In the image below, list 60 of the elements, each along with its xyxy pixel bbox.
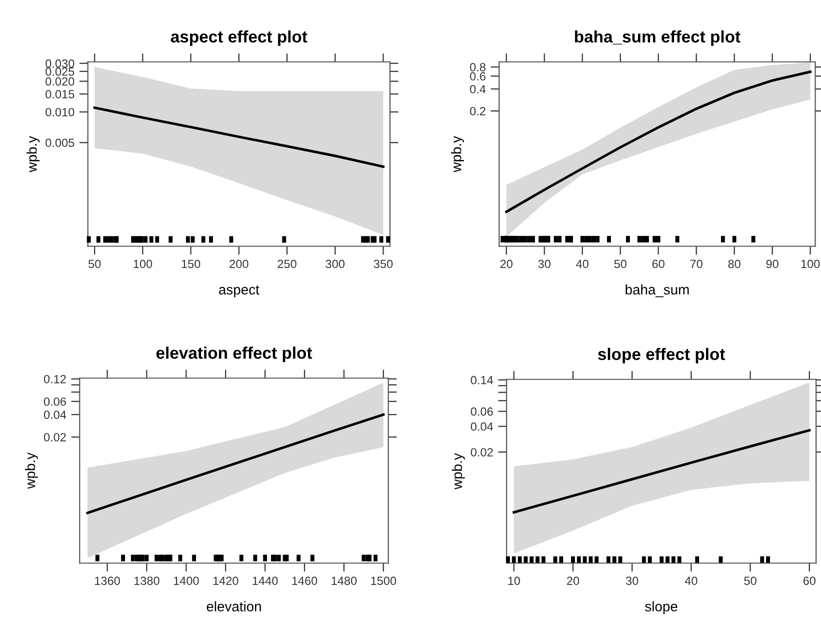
x-tick-label: 30 (626, 576, 638, 585)
y-tick-label: 0.02 (44, 433, 66, 442)
x-axis-title: baha_sum (626, 284, 689, 298)
y-tick-label: 0.04 (44, 410, 66, 419)
x-tick-label: 1360 (95, 576, 120, 585)
y-tick-label: 0.020 (46, 77, 74, 86)
x-tick-label: 1480 (332, 576, 357, 585)
y-axis-title: wpb.y (452, 453, 465, 490)
x-axis-title: slope (645, 601, 678, 614)
x-tick-label: 50 (614, 260, 626, 268)
y-tick-label: 0.06 (470, 407, 493, 416)
y-tick-label: 0.015 (46, 90, 74, 98)
x-tick-label: 1380 (134, 576, 160, 585)
x-axis-title: aspect (219, 285, 260, 298)
x-tick-label: 30 (538, 260, 550, 268)
y-tick-label: 0.02 (470, 448, 493, 456)
x-tick-label: 1440 (252, 576, 278, 585)
chart-title: baha_sum effect plot (574, 30, 740, 46)
x-axis-title: elevation (206, 601, 261, 612)
x-tick-label: 40 (576, 260, 588, 268)
y-tick-label: 0.8 (470, 63, 486, 72)
x-tick-label: 20 (567, 576, 580, 585)
y-tick-label: 0.4 (470, 84, 486, 94)
x-tick-label: 80 (728, 260, 740, 268)
y-tick-label: 0.04 (470, 422, 494, 431)
y-axis-title: wpb.y (26, 136, 40, 172)
x-tick-label: 1500 (371, 576, 396, 585)
y-tick-label: 0.2 (470, 106, 486, 116)
x-tick-label: 350 (374, 260, 393, 268)
x-tick-label: 300 (326, 260, 345, 268)
x-tick-label: 1460 (292, 576, 318, 585)
x-tick-label: 50 (88, 260, 101, 268)
x-tick-label: 100 (801, 260, 820, 268)
y-tick-label: 0.06 (44, 397, 66, 406)
y-tick-label: 0.030 (46, 59, 74, 68)
x-tick-label: 100 (134, 260, 152, 268)
y-tick-label: 0.14 (470, 376, 494, 384)
x-tick-label: 60 (803, 576, 816, 585)
chart-title: aspect effect plot (170, 30, 308, 46)
y-axis-title: wpb.y (24, 452, 38, 489)
x-tick-label: 40 (684, 576, 698, 585)
x-tick-label: 90 (766, 260, 778, 268)
y-tick-label: 0.12 (44, 374, 66, 384)
x-tick-label: 1400 (174, 576, 199, 585)
x-tick-label: 200 (230, 260, 248, 268)
x-tick-label: 150 (182, 260, 200, 268)
y-tick-label: 0.010 (46, 108, 74, 116)
y-tick-label: 0.6 (470, 72, 486, 80)
x-tick-label: 70 (690, 260, 702, 268)
y-tick-label: 0.025 (46, 67, 74, 76)
y-axis-title: wpb.y (451, 136, 464, 172)
x-tick-label: 20 (500, 260, 512, 268)
x-tick-label: 10 (508, 576, 520, 585)
x-tick-label: 60 (652, 260, 664, 268)
x-tick-label: 50 (744, 576, 756, 585)
x-tick-label: 1420 (213, 576, 238, 585)
x-tick-label: 250 (278, 260, 296, 268)
chart-title: slope effect plot (598, 348, 726, 364)
chart-title: elevation effect plot (156, 346, 312, 362)
y-tick-label: 0.005 (46, 138, 74, 147)
